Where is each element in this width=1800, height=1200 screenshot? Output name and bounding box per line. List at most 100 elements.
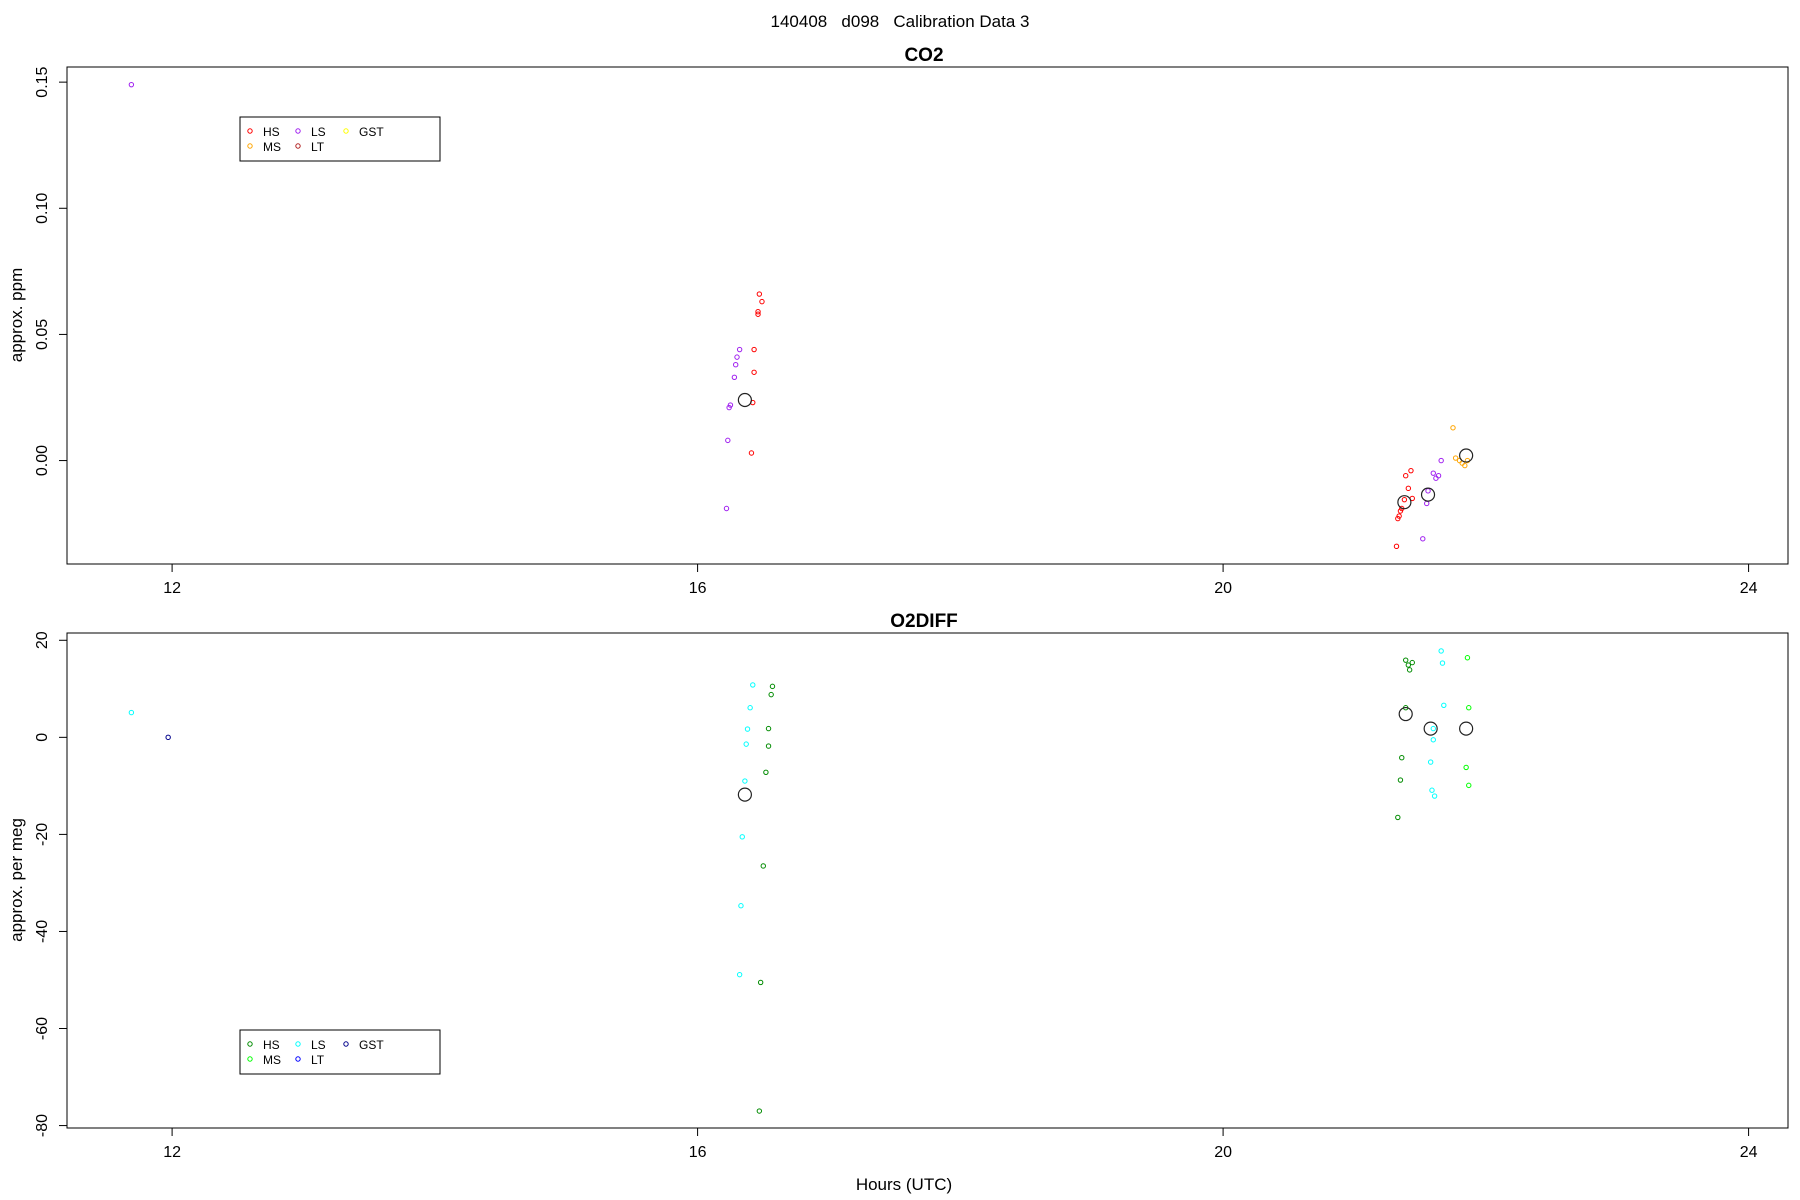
data-point-hs <box>763 769 769 775</box>
data-point-ms <box>1466 705 1472 711</box>
o2diff-panel-title: O2DIFF <box>890 611 958 632</box>
legend-box <box>239 1029 441 1075</box>
y-tick-label: -80 <box>34 1114 51 1137</box>
o2diff-panel: O2DIFF approx. per meg 12 16 20 24 -80 -60 -40… <box>7 611 1789 1161</box>
data-point-hs <box>1408 467 1414 474</box>
x-tick-label: 24 <box>1740 1144 1758 1161</box>
o2diff-y-axis-label: approx. per meg <box>7 818 26 942</box>
x-tick-label: 12 <box>163 580 181 597</box>
data-point-ls <box>723 505 730 512</box>
data-point-hs <box>765 743 772 749</box>
data-point-ls <box>128 81 135 88</box>
data-point-hs <box>759 298 765 305</box>
data-point-hs <box>1403 657 1409 663</box>
x-axis-label: Hours (UTC) <box>856 1175 952 1194</box>
data-point-ls <box>744 726 751 732</box>
mean-marker <box>1420 487 1436 502</box>
data-point-ls <box>750 682 756 688</box>
mean-marker <box>1398 706 1413 722</box>
legend-label-hs: HS <box>263 125 280 139</box>
legend-label-ls: LS <box>311 1038 326 1052</box>
data-point-hs <box>757 979 764 986</box>
data-point-hs <box>1397 508 1404 514</box>
data-point-ls <box>1427 759 1434 765</box>
data-point-hs <box>1403 473 1409 479</box>
data-point-hs <box>1405 485 1412 492</box>
legend-marker-hs <box>247 1041 253 1047</box>
data-point-hs <box>748 450 755 456</box>
data-point-ms <box>1463 764 1469 771</box>
x-tick-label: 20 <box>1214 580 1232 597</box>
figure-title: 140408 d098 Calibration Data 3 <box>771 12 1030 31</box>
data-point-hs <box>1397 777 1404 783</box>
data-point-ms <box>1450 425 1456 431</box>
y-tick-label: 20 <box>34 631 51 649</box>
data-point-hs <box>765 725 772 732</box>
data-point-ls <box>736 346 743 353</box>
y-tick-label: -20 <box>34 823 51 846</box>
mean-marker <box>1459 721 1474 736</box>
y-tick-label: -60 <box>34 1017 51 1040</box>
data-point-ls <box>1430 470 1436 476</box>
data-point-ls <box>726 404 732 411</box>
data-point-ls <box>731 374 738 381</box>
legend-marker-hs <box>247 128 253 134</box>
legend-marker-lt <box>295 1056 301 1062</box>
data-point-ls <box>1429 787 1435 793</box>
co2-panel-title: CO2 <box>904 45 943 66</box>
data-point-ls <box>1438 457 1444 464</box>
data-point-hs <box>769 683 776 690</box>
x-tick-label: 24 <box>1740 580 1758 597</box>
data-point-ms <box>1466 782 1472 789</box>
data-point-hs <box>1395 814 1401 821</box>
data-point-ls <box>1435 473 1442 479</box>
x-tick-label: 12 <box>163 1144 181 1161</box>
legend-marker-ls <box>295 1041 301 1047</box>
plot-frame <box>66 632 1789 1129</box>
legend-label-ms: MS <box>263 1053 281 1067</box>
data-point-ls <box>736 971 743 978</box>
y-tick-label: 0.15 <box>34 66 51 97</box>
legend-marker-gst <box>343 1041 349 1047</box>
data-point-ls <box>1439 660 1446 666</box>
legend-label-lt: LT <box>311 140 325 154</box>
data-point-ls <box>742 778 748 784</box>
plot-frame <box>66 66 1789 565</box>
legend-label-ls: LS <box>311 125 326 139</box>
data-point-ls <box>725 437 731 444</box>
data-point-hs <box>1406 667 1413 673</box>
mean-marker <box>1423 721 1438 736</box>
y-tick-label: -40 <box>34 920 51 943</box>
co2-panel: CO2 approx. ppm 12 16 20 24 0.00 0.05 0.10 0.15… <box>7 45 1789 597</box>
data-point-ls <box>1438 648 1444 654</box>
legend-label-hs: HS <box>263 1038 280 1052</box>
data-point-ls <box>738 903 744 909</box>
legend-label-ms: MS <box>263 140 281 154</box>
data-point-ls <box>1430 737 1436 743</box>
data-point-hs <box>1409 659 1415 666</box>
data-point-hs <box>755 311 761 317</box>
data-point-hs <box>751 369 757 375</box>
legend-label-gst: GST <box>359 1038 384 1052</box>
data-point-ls <box>1441 702 1447 709</box>
data-point-ls <box>128 709 135 716</box>
x-tick-label: 16 <box>689 1144 707 1161</box>
legend-label-gst: GST <box>359 125 384 139</box>
data-point-gst <box>165 734 171 741</box>
data-point-ls <box>739 834 745 840</box>
x-tick-label: 16 <box>689 580 707 597</box>
data-point-ls <box>743 741 749 747</box>
data-point-hs <box>760 863 766 869</box>
data-point-hs <box>751 346 757 353</box>
y-tick-label: 0.10 <box>34 193 51 224</box>
co2-y-axis-label: approx. ppm <box>7 268 26 363</box>
legend-marker-gst <box>343 128 349 134</box>
data-point-ls <box>1433 475 1439 481</box>
legend-marker-ms <box>247 1056 253 1062</box>
data-point-hs <box>1395 515 1401 522</box>
legend-box <box>239 116 441 162</box>
y-tick-label: 0.05 <box>34 319 51 350</box>
data-point-hs <box>755 309 761 315</box>
